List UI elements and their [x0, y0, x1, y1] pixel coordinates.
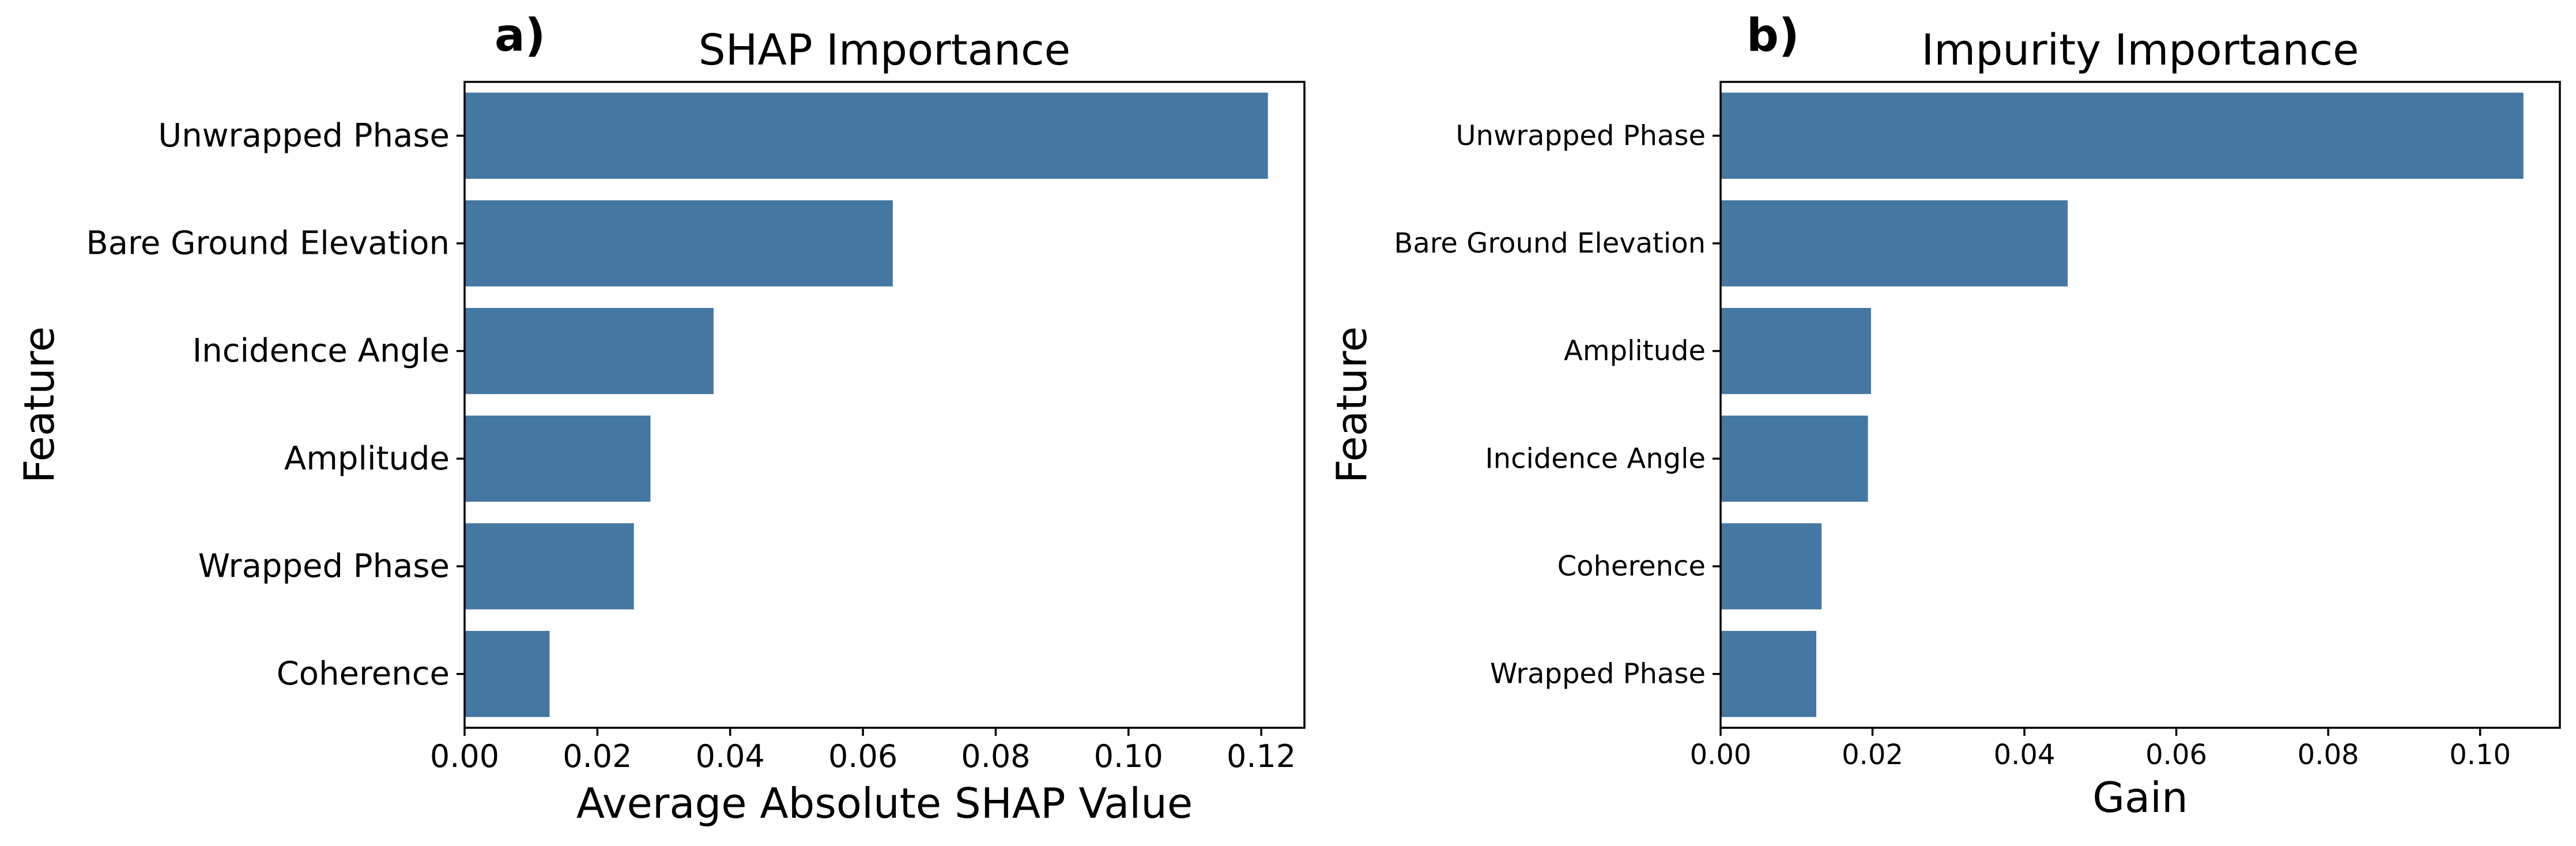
chart2-category-label: Incidence Angle: [1485, 442, 1706, 475]
chart1-xtick-label: 0.02: [563, 738, 632, 774]
chart2-bar-3: [1721, 308, 1871, 394]
chart2-bar-6: [1721, 631, 1817, 717]
chart1-bar-5: [465, 523, 634, 610]
chart2-bar-2: [1721, 200, 2068, 287]
chart2-category-label: Wrapped Phase: [1490, 658, 1706, 690]
chart2-category-label: Unwrapped Phase: [1456, 119, 1706, 152]
chart2-category-label: Amplitude: [1564, 335, 1706, 367]
chart2-xtick-label: 0.08: [2298, 739, 2359, 771]
chart2-category-label: Bare Ground Elevation: [1394, 227, 1706, 260]
chart2-xtick-label: 0.00: [1690, 739, 1752, 771]
chart1-category-label: Coherence: [277, 655, 450, 693]
chart2-title: Impurity Importance: [1921, 25, 2359, 75]
chart2-xtick-label: 0.06: [2145, 739, 2207, 771]
chart2-bar-4: [1721, 415, 1868, 502]
chart1-bar-3: [465, 308, 714, 394]
chart1-xtick-label: 0.08: [961, 738, 1030, 774]
chart2-bar-1: [1721, 92, 2524, 179]
chart1-category-label: Unwrapped Phase: [158, 117, 450, 155]
chart1-panel-label: a): [495, 10, 545, 62]
chart2-panel-label: b): [1747, 10, 1799, 62]
chart1-bar-1: [465, 92, 1268, 179]
chart2-y-axis-label: Feature: [1327, 326, 1376, 483]
chart1-xtick-label: 0.00: [430, 738, 499, 774]
chart2-xtick-label: 0.10: [2449, 739, 2511, 771]
chart2-category-label: Coherence: [1557, 550, 1706, 582]
chart1-xtick-label: 0.04: [696, 738, 765, 774]
chart2-xtick-label: 0.04: [1994, 739, 2055, 771]
chart1-bar-2: [465, 200, 893, 287]
chart1-x-axis-label: Average Absolute SHAP Value: [576, 779, 1193, 828]
chart2-bar-5: [1721, 523, 1822, 610]
chart1-bar-4: [465, 415, 651, 502]
chart1-xtick-label: 0.06: [828, 738, 897, 774]
chart1-category-label: Incidence Angle: [193, 332, 450, 370]
chart1-category-label: Amplitude: [284, 440, 450, 477]
chart1-category-label: Wrapped Phase: [198, 548, 450, 585]
chart1-title: SHAP Importance: [699, 25, 1070, 75]
chart2-plot-frame: [1719, 81, 2561, 729]
chart2-x-axis-label: Gain: [2092, 773, 2188, 822]
chart2-xtick-label: 0.02: [1842, 739, 1903, 771]
chart1-xtick-label: 0.10: [1094, 738, 1163, 774]
chart1-plot-frame: [463, 81, 1306, 729]
chart1-bar-6: [465, 631, 550, 717]
chart1-y-axis-label: Feature: [15, 326, 63, 483]
chart1-xtick-label: 0.12: [1227, 738, 1296, 774]
chart1-category-label: Bare Ground Elevation: [86, 225, 450, 262]
